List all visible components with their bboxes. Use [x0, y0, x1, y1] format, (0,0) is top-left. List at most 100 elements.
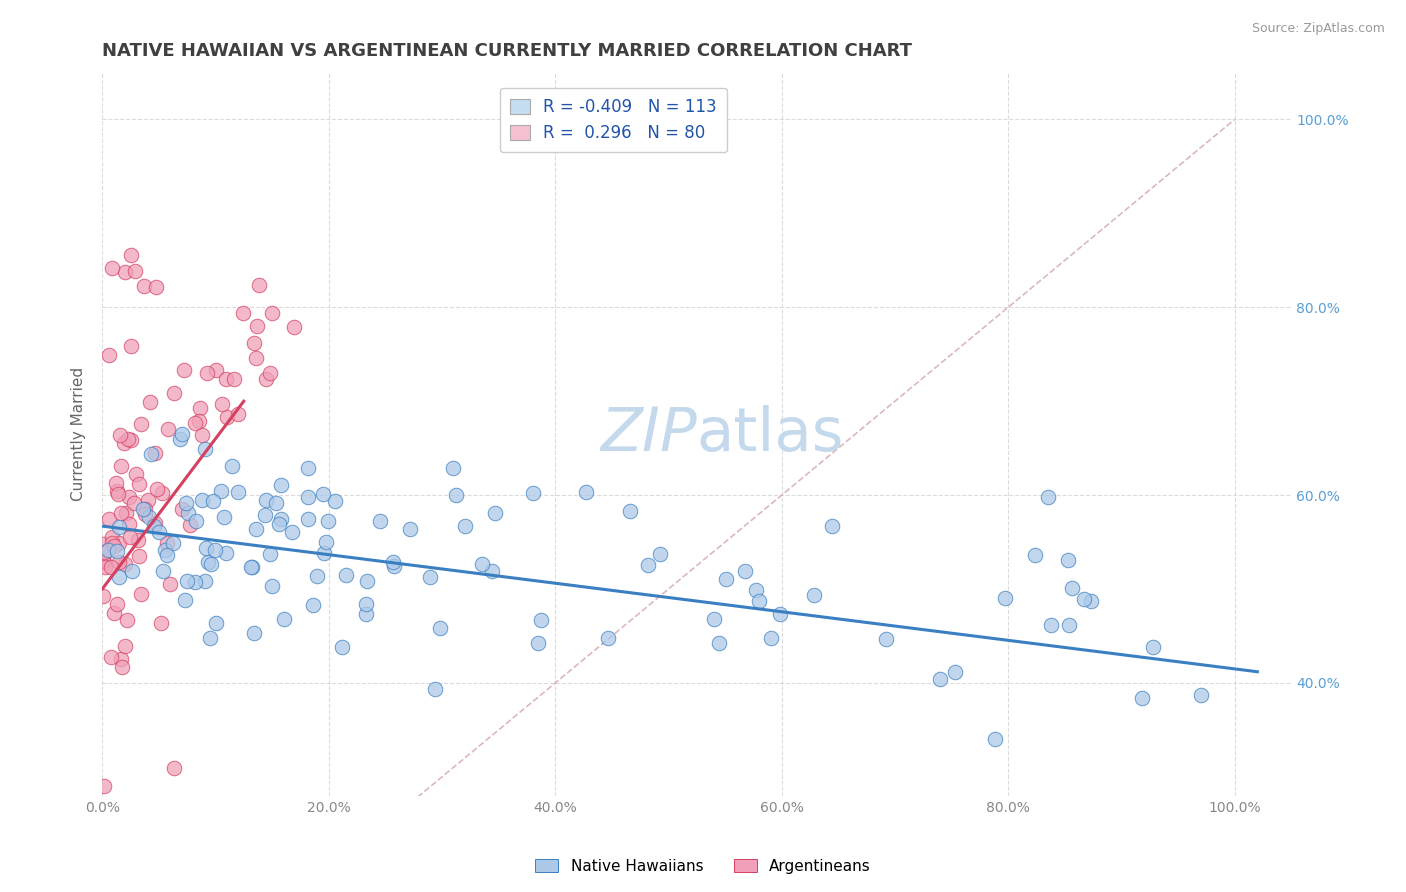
Point [267, 516, 290, 531]
Point [143, 446, 166, 460]
Point [297, 460, 319, 475]
Point [221, 459, 243, 474]
Point [481, 564, 503, 578]
Point [100, 530, 122, 544]
Point [204, 616, 226, 631]
Point [245, 351, 267, 365]
Point [297, 512, 319, 526]
Point [260, 305, 283, 319]
Point [103, 607, 125, 621]
Point [522, 485, 544, 500]
Point [302, 599, 325, 613]
Point [316, 514, 339, 528]
Point [637, 558, 659, 572]
Point [121, 564, 143, 578]
Point [1189, 689, 1212, 703]
Point [124, 467, 146, 481]
Point [110, 652, 132, 666]
Point [152, 564, 174, 578]
Point [1142, 640, 1164, 655]
Point [128, 549, 150, 563]
Point [335, 568, 357, 582]
Point [114, 265, 136, 279]
Point [153, 543, 176, 558]
Point [204, 543, 226, 558]
Point [134, 502, 156, 516]
Point [97, 512, 120, 526]
Point [211, 397, 233, 411]
Point [184, 574, 207, 589]
Point [619, 504, 641, 518]
Point [1130, 690, 1153, 705]
Point [127, 533, 149, 547]
Point [105, 544, 128, 558]
Y-axis label: Currently Married: Currently Married [72, 367, 86, 501]
Point [929, 672, 952, 686]
Point [184, 416, 207, 430]
Point [107, 555, 129, 569]
Text: NATIVE HAWAIIAN VS ARGENTINEAN CURRENTLY MARRIED CORRELATION CHART: NATIVE HAWAIIAN VS ARGENTINEAN CURRENTLY… [103, 42, 912, 60]
Point [163, 760, 186, 774]
Point [226, 484, 249, 499]
Point [240, 560, 263, 574]
Point [118, 516, 141, 531]
Point [191, 427, 214, 442]
Point [1057, 617, 1080, 632]
Point [356, 607, 378, 621]
Point [138, 510, 160, 524]
Point [159, 576, 181, 591]
Point [146, 482, 169, 496]
Point [382, 555, 405, 569]
Point [111, 660, 134, 674]
Point [132, 502, 155, 516]
Point [596, 631, 619, 645]
Point [93, 554, 115, 568]
Point [136, 492, 159, 507]
Point [283, 320, 305, 334]
Point [875, 632, 897, 646]
Point [139, 395, 162, 409]
Point [172, 427, 194, 442]
Point [174, 592, 197, 607]
Point [122, 496, 145, 510]
Point [173, 363, 195, 377]
Point [1024, 548, 1046, 562]
Point [108, 428, 131, 442]
Point [245, 523, 267, 537]
Point [117, 432, 139, 446]
Point [120, 248, 142, 262]
Point [1057, 553, 1080, 567]
Point [118, 490, 141, 504]
Point [984, 732, 1007, 747]
Point [803, 588, 825, 602]
Point [703, 612, 725, 626]
Point [150, 486, 173, 500]
Point [270, 477, 292, 491]
Point [246, 318, 269, 333]
Point [112, 436, 135, 450]
Point [105, 597, 128, 611]
Point [215, 410, 238, 425]
Point [714, 572, 737, 586]
Point [184, 514, 207, 528]
Point [297, 491, 319, 505]
Point [120, 433, 142, 447]
Point [128, 476, 150, 491]
Point [197, 555, 219, 569]
Point [650, 547, 672, 561]
Point [945, 665, 967, 679]
Point [484, 507, 506, 521]
Point [281, 525, 304, 540]
Point [114, 557, 136, 571]
Point [177, 507, 200, 521]
Point [222, 372, 245, 386]
Point [157, 422, 180, 436]
Point [254, 492, 277, 507]
Point [1060, 581, 1083, 595]
Point [707, 636, 730, 650]
Point [312, 546, 335, 560]
Point [1040, 617, 1063, 632]
Point [149, 615, 172, 630]
Point [418, 570, 440, 584]
Point [145, 280, 167, 294]
